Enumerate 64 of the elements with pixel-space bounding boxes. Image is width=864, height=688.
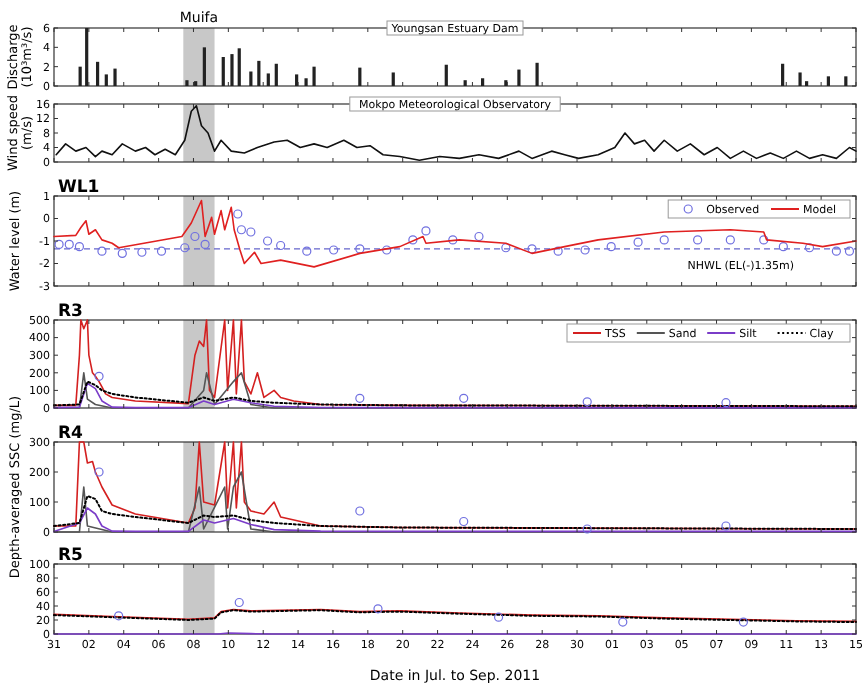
- point: [94, 467, 104, 477]
- point: [721, 521, 731, 531]
- point: [580, 245, 590, 255]
- point: [582, 524, 592, 534]
- point: [408, 235, 418, 245]
- point: [262, 236, 273, 246]
- point: [54, 239, 64, 249]
- point: [459, 516, 469, 527]
- point: [501, 243, 511, 253]
- point: [844, 246, 855, 256]
- point: [459, 393, 469, 403]
- point: [200, 239, 210, 249]
- point: [582, 397, 592, 407]
- point: [759, 235, 769, 245]
- line-series: [53, 507, 857, 533]
- point: [738, 617, 748, 627]
- point: [693, 235, 703, 245]
- point: [180, 243, 190, 253]
- point: [302, 246, 312, 256]
- point: [659, 235, 669, 245]
- point: [355, 393, 365, 403]
- point: [448, 235, 458, 245]
- point: [97, 246, 107, 256]
- point: [804, 243, 815, 253]
- line-series: [53, 495, 857, 530]
- point: [633, 237, 643, 247]
- point: [527, 244, 537, 254]
- point: [618, 617, 628, 627]
- point: [64, 239, 74, 249]
- chart-title: WL1: [58, 178, 100, 198]
- point: [725, 235, 735, 245]
- point: [721, 398, 731, 408]
- point: [190, 231, 200, 242]
- point: [233, 209, 243, 219]
- point: [474, 231, 484, 242]
- point: [137, 247, 147, 257]
- point: [329, 245, 339, 255]
- point: [778, 242, 788, 252]
- point: [553, 246, 563, 256]
- line-series: [53, 319, 857, 408]
- point: [236, 225, 247, 235]
- point: [493, 612, 504, 622]
- chart-title: R5: [58, 546, 84, 566]
- point: [355, 244, 365, 254]
- line-series: [53, 441, 857, 530]
- line-series: [53, 199, 857, 268]
- point: [831, 246, 841, 256]
- chart-title: R3: [58, 302, 84, 322]
- point: [156, 246, 167, 256]
- point: [421, 226, 431, 236]
- point: [114, 611, 124, 621]
- chart-title: R4: [58, 424, 84, 444]
- point: [94, 371, 104, 381]
- point: [276, 240, 286, 251]
- line-series: [53, 471, 857, 533]
- point: [246, 227, 256, 237]
- point: [117, 248, 127, 258]
- point: [373, 604, 383, 614]
- line-series: [53, 372, 857, 409]
- point: [382, 245, 392, 255]
- point: [74, 242, 85, 252]
- point: [234, 597, 244, 608]
- point: [355, 506, 365, 516]
- point: [606, 242, 616, 252]
